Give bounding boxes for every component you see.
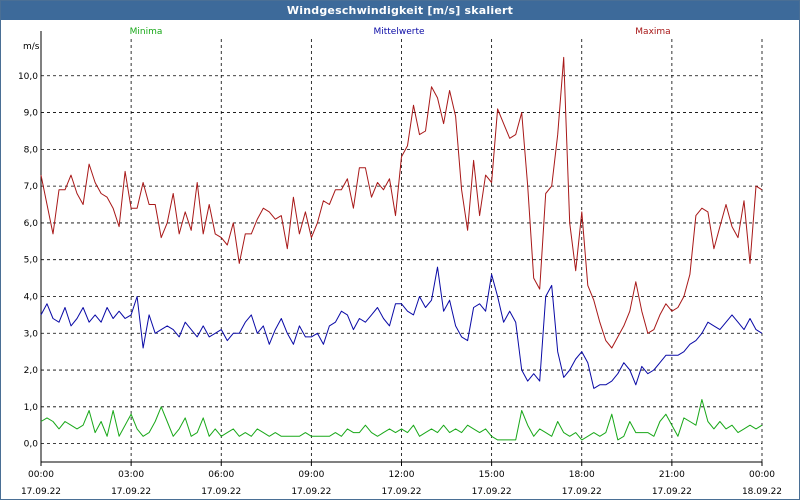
grid	[41, 39, 763, 462]
x-tick-date: 17.09.22	[472, 487, 512, 497]
x-tick-time: 06:00	[208, 470, 234, 480]
series-line-minima	[40, 399, 763, 441]
x-tick-date: 17.09.22	[652, 487, 692, 497]
y-tick-label: 4,0	[24, 292, 39, 302]
y-tick-label: 9,0	[24, 109, 39, 119]
x-tick-date: 17.09.22	[381, 487, 421, 497]
y-tick-label: 1,0	[24, 403, 39, 413]
y-tick-label: 6,0	[24, 219, 39, 229]
axes	[40, 31, 763, 466]
x-tick-time: 09:00	[298, 470, 324, 480]
x-tick-time: 00:00	[28, 470, 54, 480]
x-tick-date: 17.09.22	[562, 487, 602, 497]
x-tick-time: 18:00	[569, 470, 595, 480]
y-tick-label: 5,0	[24, 256, 39, 266]
x-tick-date: 18.09.22	[742, 487, 782, 497]
legend-minima: Minima	[130, 27, 163, 37]
y-tick-label: 7,0	[24, 182, 39, 192]
y-axis-unit: m/s	[23, 42, 40, 52]
series-line-mittelwerte	[40, 266, 763, 389]
y-tick-label: 8,0	[24, 145, 39, 155]
x-tick-time: 03:00	[118, 470, 144, 480]
chart-title: Windgeschwindigkeit [m/s] skaliert	[1, 1, 799, 20]
x-tick-time: 00:00	[749, 470, 775, 480]
y-tick-label: 0,0	[24, 440, 39, 450]
x-tick-time: 12:00	[389, 470, 415, 480]
y-tick-label: 10,0	[18, 72, 38, 82]
x-tick-date: 17.09.22	[291, 487, 331, 497]
legend-maxima: Maxima	[635, 27, 670, 37]
tick-labels: 0,0 1,0 2,0 3,0 4,0 5,0 6,0 7,0 8,0 9,0 10,0 00:00 1…	[18, 42, 782, 497]
legend-mittelwerte: Mittelwerte	[373, 27, 424, 37]
x-tick-date: 17.09.22	[111, 487, 151, 497]
series-line-maxima	[40, 56, 763, 349]
y-tick-label: 2,0	[24, 366, 39, 376]
series-lines	[40, 56, 763, 441]
x-tick-date: 17.09.22	[201, 487, 241, 497]
x-tick-time: 15:00	[479, 470, 505, 480]
legend: Minima Mittelwerte Maxima	[130, 27, 671, 37]
x-tick-date: 17.09.22	[21, 487, 61, 497]
y-tick-label: 3,0	[24, 329, 39, 339]
x-tick-time: 21:00	[659, 470, 685, 480]
